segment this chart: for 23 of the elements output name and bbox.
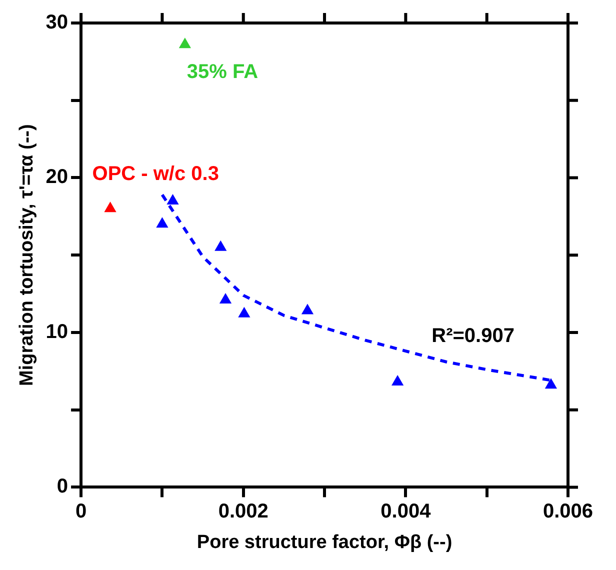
point xyxy=(301,304,314,314)
point xyxy=(392,374,404,386)
point xyxy=(219,292,232,304)
point xyxy=(104,202,116,212)
point xyxy=(166,194,179,204)
series-label: 35% FA xyxy=(186,61,258,84)
point xyxy=(238,306,250,318)
y-tick-label: 30 xyxy=(46,12,68,34)
y-tick-label: 10 xyxy=(46,320,68,343)
point xyxy=(156,217,168,228)
x-tick-label: 0 xyxy=(75,500,87,523)
point xyxy=(178,38,191,48)
y-tick-label: 20 xyxy=(46,166,68,188)
annotation: R²=0.907 xyxy=(432,324,514,347)
y-axis-title: Migration tortuosity, τ'=τα (--) xyxy=(16,124,38,386)
x-tick-label: 0.004 xyxy=(380,500,432,523)
x-tick-label: 0.006 xyxy=(542,500,594,523)
y-tick-label: 0 xyxy=(56,476,68,498)
series-label: OPC - w/c 0.3 xyxy=(92,163,219,186)
point xyxy=(544,378,558,389)
x-tick-label: 0.002 xyxy=(218,500,268,523)
point xyxy=(214,240,227,251)
x-axis-title: Pore structure factor, Φβ (--) xyxy=(196,532,452,553)
